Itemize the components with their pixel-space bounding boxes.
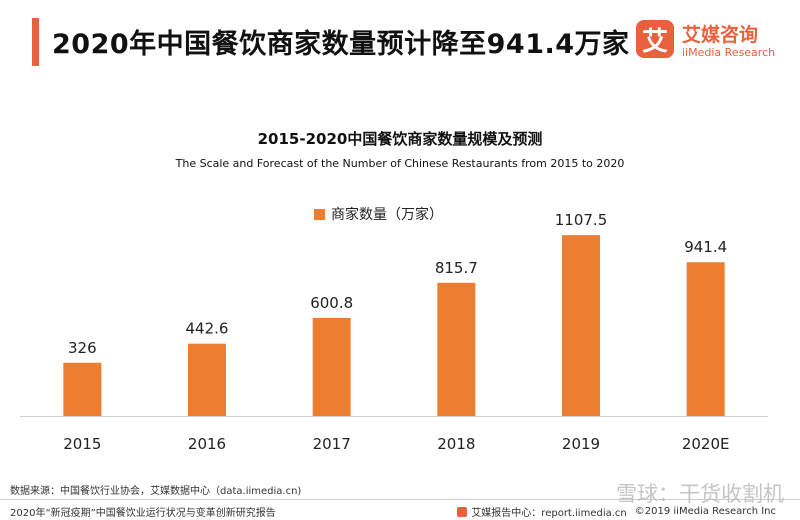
bar-2015 [63, 362, 102, 416]
footer-divider [0, 499, 800, 500]
data-label-2015: 326 [68, 339, 97, 357]
report-site: 艾媒报告中心：report.iimedia.cn [471, 508, 627, 519]
data-label-2020E: 941.4 [684, 238, 727, 256]
x-tick-label-2016: 2016 [188, 435, 226, 453]
report-name: 2020年“新冠疫期”中国餐饮业运行状况与变革创新研究报告 [10, 508, 276, 519]
bar-2017 [312, 317, 351, 416]
chart-title: 2015-2020中国餐饮商家数量规模及预测 [257, 130, 543, 148]
mini-logo-icon [457, 506, 468, 517]
bar-2018 [437, 282, 476, 416]
data-label-2016: 442.6 [186, 320, 229, 338]
footer-credits: 艾媒报告中心：report.iimedia.cn ©2019 iiMedia R… [457, 504, 776, 519]
brand-logo: 艾 艾媒咨询 iiMedia Research [636, 20, 786, 64]
bar-2019 [562, 235, 600, 416]
logo-mark-icon: 艾 [636, 20, 674, 58]
header: 2020年中国餐饮商家数量预计降至941.4万家 艾 艾媒咨询 iiMedia … [0, 0, 800, 80]
x-tick-label-2018: 2018 [437, 435, 475, 453]
title-accent-bar [32, 18, 39, 66]
watermark: 雪球：干货收割机 [616, 482, 784, 506]
x-tick-label-2017: 2017 [313, 435, 351, 453]
copyright: ©2019 iiMedia Research Inc [634, 506, 776, 517]
x-tick-label-2019: 2019 [562, 435, 600, 453]
legend-swatch [314, 208, 325, 220]
data-label-2018: 815.7 [435, 259, 478, 277]
page-title: 2020年中国餐饮商家数量预计降至941.4万家 [52, 29, 630, 60]
data-label-2017: 600.8 [310, 294, 353, 312]
logo-name-en: iiMedia Research [682, 46, 776, 59]
chart-legend: 商家数量（万家） [314, 204, 443, 224]
bar-2020E [686, 262, 725, 416]
logo-name-cn: 艾媒咨询 [682, 24, 759, 46]
x-tick-label-2015: 2015 [63, 435, 101, 453]
x-tick-label-2020E: 2020E [682, 435, 730, 453]
data-label-2019: 1107.5 [555, 211, 608, 229]
legend-label: 商家数量（万家） [331, 207, 443, 223]
bar-2016 [188, 343, 226, 416]
chart-subtitle: The Scale and Forecast of the Number of … [175, 157, 625, 170]
data-source-note: 数据来源：中国餐饮行业协会，艾媒数据中心（data.iimedia.cn) [10, 486, 302, 497]
